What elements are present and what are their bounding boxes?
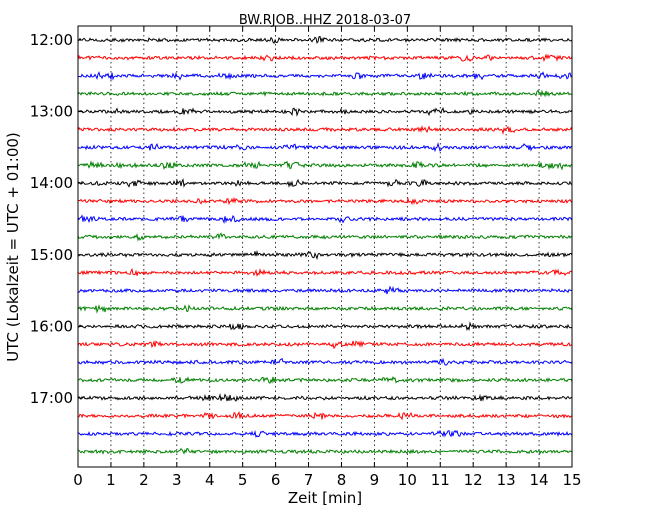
x-tick-label: 10 <box>398 471 417 489</box>
trace-1330 <box>77 142 573 153</box>
y-tick-label: 16:00 <box>30 317 73 335</box>
x-tick-label: 5 <box>238 471 248 489</box>
trace-1515 <box>77 267 573 278</box>
trace-1745 <box>77 447 573 455</box>
trace-1300 <box>77 106 573 117</box>
trace-1215 <box>77 53 573 63</box>
trace-1445 <box>77 232 573 242</box>
trace-1315 <box>77 125 573 136</box>
y-axis-label: UTC (Lokalzeit = UTC + 01:00) <box>4 132 22 362</box>
trace-1415 <box>77 196 573 206</box>
plot-frame <box>77 25 573 468</box>
x-tick-label: 7 <box>304 471 314 489</box>
chart-title: BW.RJOB..HHZ 2018-03-07 <box>239 13 411 28</box>
trace-1200 <box>77 35 573 45</box>
x-tick-label: 3 <box>172 471 182 489</box>
trace-1500 <box>77 249 573 261</box>
trace-1430 <box>77 214 573 224</box>
x-tick-label: 2 <box>139 471 149 489</box>
trace-group <box>77 35 573 455</box>
x-axis-label: Zeit [min] <box>288 489 362 507</box>
y-tick-label: 12:00 <box>30 31 73 49</box>
x-tick-label: 12 <box>464 471 483 489</box>
trace-1645 <box>77 375 573 384</box>
x-axis: 0 1 2 3 4 5 6 7 8 9 10 11 12 13 14 15 <box>73 26 582 489</box>
trace-1730 <box>77 429 573 438</box>
x-tick-label: 1 <box>106 471 116 489</box>
x-tick-label: 0 <box>73 471 83 489</box>
trace-1245 <box>77 89 573 98</box>
trace-1600 <box>77 321 573 331</box>
x-grid <box>110 26 540 467</box>
x-tick-label: 15 <box>562 471 581 489</box>
y-tick-label: 13:00 <box>30 103 73 121</box>
trace-1615 <box>77 340 573 350</box>
trace-1715 <box>77 411 573 421</box>
y-tick-label: 14:00 <box>30 174 73 192</box>
x-tick-label: 6 <box>271 471 281 489</box>
y-tick-label: 17:00 <box>30 389 73 407</box>
x-tick-label: 11 <box>431 471 450 489</box>
x-tick-label: 4 <box>205 471 215 489</box>
x-tick-label: 14 <box>530 471 549 489</box>
trace-1230 <box>77 71 573 81</box>
trace-1630 <box>77 357 573 366</box>
trace-1345 <box>77 160 573 171</box>
y-axis: 12:00 13:00 14:00 15:00 16:00 17:00 <box>30 31 83 407</box>
x-tick-label: 8 <box>337 471 347 489</box>
trace-1400 <box>77 178 573 188</box>
trace-1700 <box>77 393 573 402</box>
trace-1530 <box>77 285 573 295</box>
trace-1545 <box>77 304 573 314</box>
y-tick-label: 15:00 <box>30 246 73 264</box>
x-tick-label: 13 <box>497 471 516 489</box>
x-tick-label: 9 <box>370 471 380 489</box>
